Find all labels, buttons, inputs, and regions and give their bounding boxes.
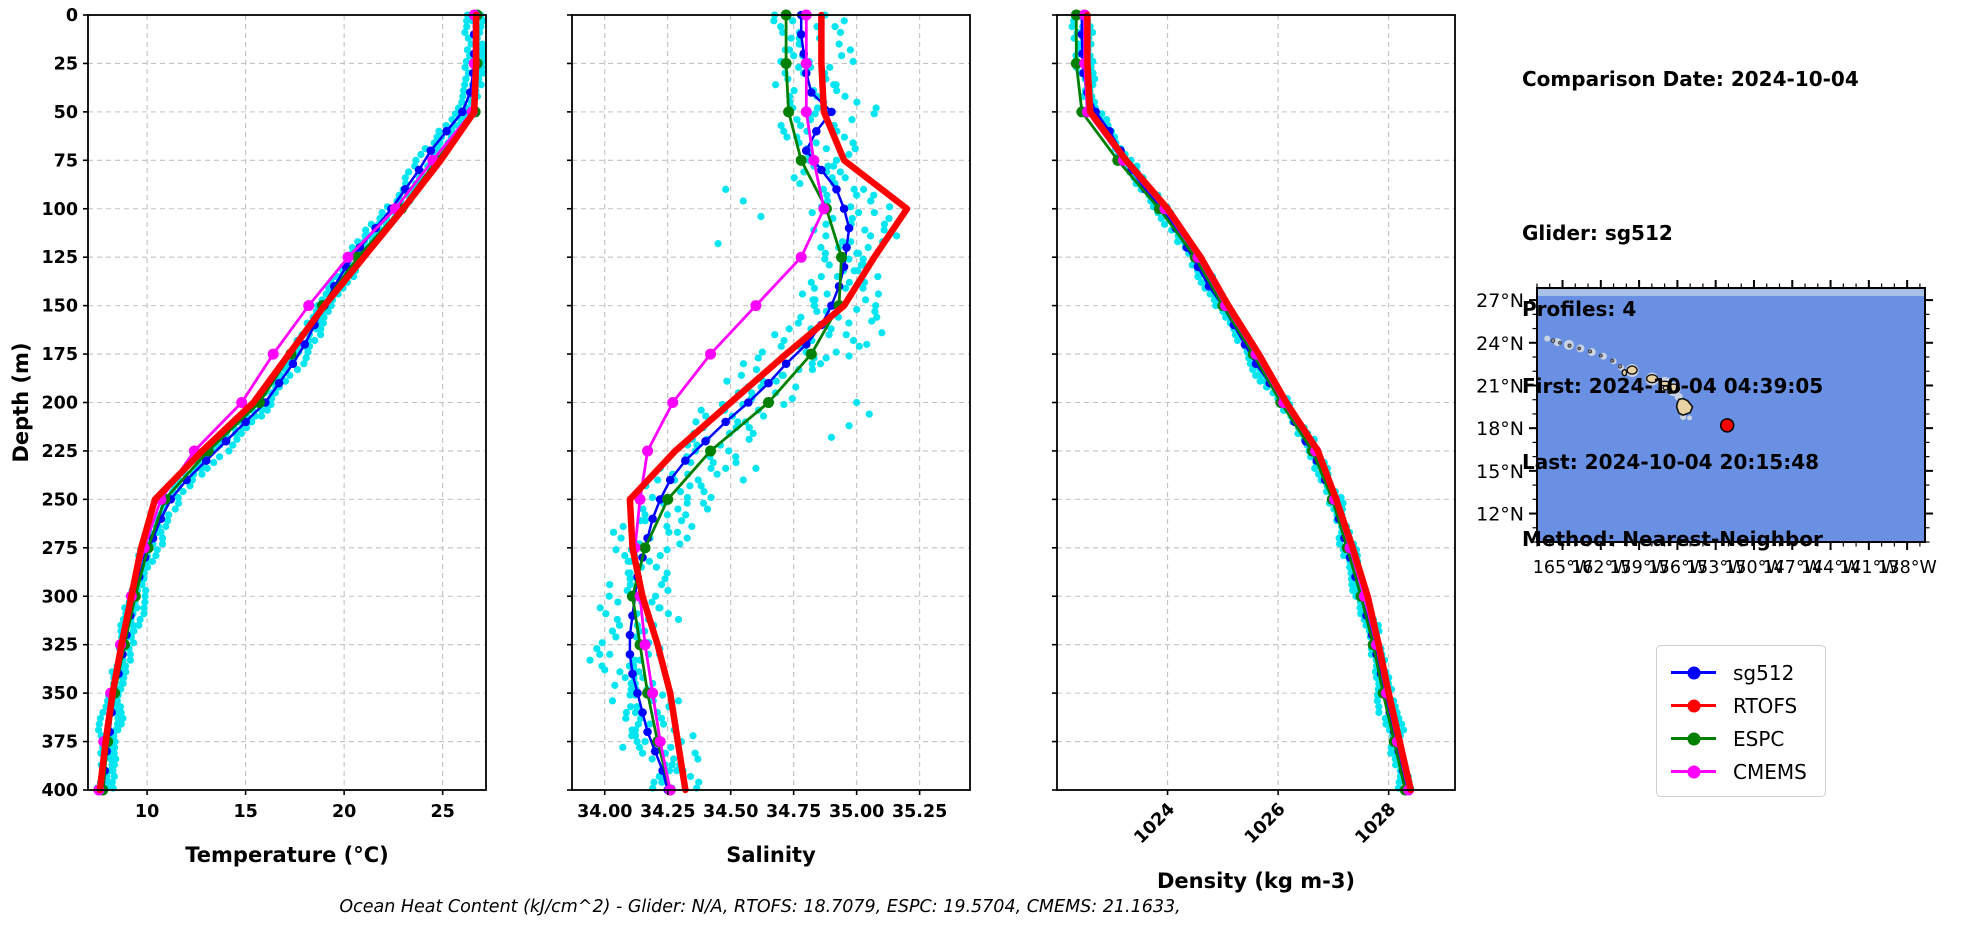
svg-text:10: 10 (135, 802, 159, 822)
svg-text:24°N: 24°N (1476, 333, 1524, 355)
location-map: 138°W141°W144°W147°W150°W153°W156°W159°W… (1476, 280, 1937, 578)
info-spacer (1522, 144, 1859, 170)
legend-label: CMEMS (1733, 759, 1807, 784)
svg-text:50: 50 (54, 103, 78, 123)
legend-marker-dot (1687, 699, 1700, 712)
x-axis-title: Salinity (726, 843, 816, 867)
svg-text:15°N: 15°N (1476, 461, 1524, 483)
island-niihau (1621, 368, 1628, 377)
x-axis-title: Density (kg m-3) (1157, 869, 1355, 893)
svg-text:27°N: 27°N (1476, 290, 1524, 312)
svg-text:34.00: 34.00 (577, 802, 632, 822)
profiles-count-text: Profiles: 4 (1522, 297, 1637, 321)
svg-text:153°W: 153°W (1686, 558, 1745, 578)
legend-line-swatch (1671, 765, 1716, 778)
legend-label: RTOFS (1733, 693, 1798, 718)
svg-text:34.25: 34.25 (640, 802, 695, 822)
legend-line-swatch (1671, 666, 1716, 679)
svg-text:150: 150 (41, 297, 78, 317)
series-line-rtofs (96, 11, 480, 794)
svg-text:34.75: 34.75 (766, 802, 821, 822)
svg-text:15: 15 (233, 802, 257, 822)
svg-text:325: 325 (41, 636, 78, 656)
svg-text:21°N: 21°N (1476, 375, 1524, 397)
svg-text:400: 400 (41, 781, 78, 801)
salinity-plot: 34.00 34.25 34.50 34.75 35.00 35.25 Salinity (567, 9, 971, 867)
svg-text:100: 100 (41, 200, 78, 220)
legend-item-cmems: CMEMS (1671, 755, 1825, 788)
legend-marker-dot (1687, 732, 1700, 745)
ohc-caption: Ocean Heat Content (kJ/cm^2) - Glider: N… (339, 897, 1181, 917)
svg-text:162°W: 162°W (1571, 558, 1630, 578)
glider-location-marker (1719, 418, 1735, 433)
svg-text:200: 200 (41, 394, 78, 414)
svg-text:159°W: 159°W (1609, 558, 1668, 578)
method-text: Method: Nearest-Neighbor (1522, 526, 1823, 551)
legend-label: ESPC (1733, 726, 1785, 751)
svg-text:300: 300 (41, 587, 78, 607)
legend-item-espc: ESPC (1671, 722, 1825, 755)
svg-text:12°N: 12°N (1476, 504, 1524, 526)
svg-text:150°W: 150°W (1724, 558, 1783, 578)
map-ocean (1537, 288, 1925, 542)
legend-line-swatch (1671, 732, 1716, 745)
svg-text:1028: 1028 (1352, 799, 1401, 848)
legend-line-swatch (1671, 699, 1716, 712)
svg-text:250: 250 (41, 490, 78, 510)
svg-text:350: 350 (41, 684, 78, 704)
svg-text:375: 375 (41, 733, 78, 753)
glider-name-text: Glider: sg512 (1522, 220, 1673, 245)
legend-label: sg512 (1733, 660, 1795, 685)
island-big-island (1675, 397, 1694, 416)
svg-text:1026: 1026 (1241, 799, 1290, 848)
svg-text:138°W: 138°W (1877, 558, 1936, 578)
svg-text:225: 225 (41, 442, 78, 462)
x-axis-title: Temperature (°C) (185, 843, 388, 867)
svg-text:165°W: 165°W (1533, 558, 1592, 578)
svg-text:175: 175 (41, 345, 78, 365)
svg-text:35.25: 35.25 (892, 802, 947, 822)
legend-marker-dot (1687, 765, 1700, 778)
last-profile-time-text: Last: 2024-10-04 20:15:48 (1522, 450, 1820, 474)
legend-item-rtofs: RTOFS (1671, 689, 1825, 722)
legend-marker-dot (1687, 666, 1700, 679)
series-line-rtofs (1084, 11, 1415, 794)
legend: sg512 RTOFS ESPC CMEMS (1656, 645, 1826, 797)
series-line-rtofs (626, 11, 911, 794)
svg-text:144°W: 144°W (1801, 558, 1860, 578)
map-shallow-band (1537, 288, 1925, 296)
info-block: Comparison Date: 2024-10-04 Glider: sg51… (1522, 16, 1859, 603)
svg-text:35.00: 35.00 (829, 802, 884, 822)
density-plot: 1024 1026 1028 Density (kg m-3) (1052, 9, 1456, 893)
svg-text:34.50: 34.50 (703, 802, 758, 822)
svg-text:20: 20 (332, 802, 356, 822)
legend-item-sg512: sg512 (1671, 656, 1825, 689)
island-kauai (1626, 365, 1638, 375)
svg-text:1024: 1024 (1130, 799, 1179, 848)
svg-text:75: 75 (54, 151, 78, 171)
comparison-date-text: Comparison Date: 2024-10-04 (1522, 67, 1859, 91)
svg-text:25: 25 (430, 802, 454, 822)
svg-text:0: 0 (66, 6, 78, 26)
island-maui (1666, 383, 1681, 394)
temperature-plot: 10 15 20 2502550751001251501752002252502753… (9, 6, 487, 867)
svg-text:125: 125 (41, 248, 78, 268)
svg-text:141°W: 141°W (1839, 558, 1898, 578)
svg-text:156°W: 156°W (1648, 558, 1707, 578)
svg-text:275: 275 (41, 539, 78, 559)
svg-text:18°N: 18°N (1476, 418, 1524, 440)
first-profile-time-text: First: 2024-10-04 04:39:05 (1522, 373, 1824, 398)
y-axis-title: Depth (m) (9, 342, 33, 462)
svg-text:25: 25 (54, 54, 78, 74)
svg-text:147°W: 147°W (1763, 558, 1822, 578)
island-oahu (1645, 373, 1659, 384)
